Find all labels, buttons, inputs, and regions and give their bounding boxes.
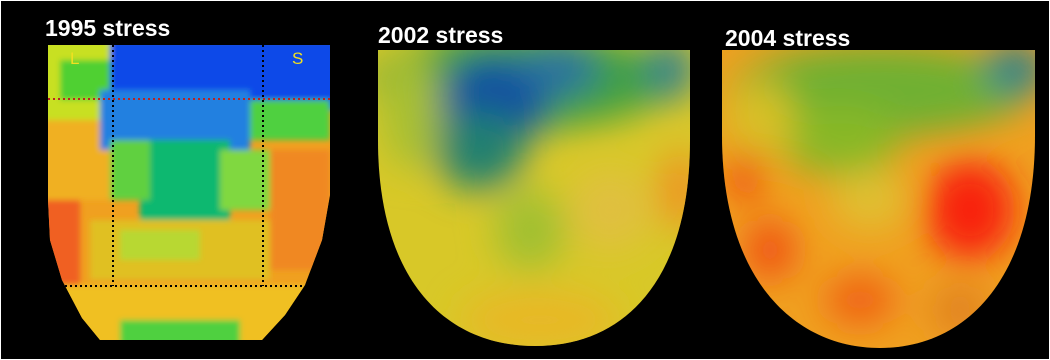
figure: L S 1 <box>0 0 1050 360</box>
left-label: L <box>70 49 79 68</box>
panel-title: 1995 stress <box>45 15 170 41</box>
panel-title: 2004 stress <box>725 25 850 51</box>
right-label: S <box>292 49 303 68</box>
panel-title: 2002 stress <box>378 22 503 48</box>
page: L S 1 <box>0 0 1050 360</box>
